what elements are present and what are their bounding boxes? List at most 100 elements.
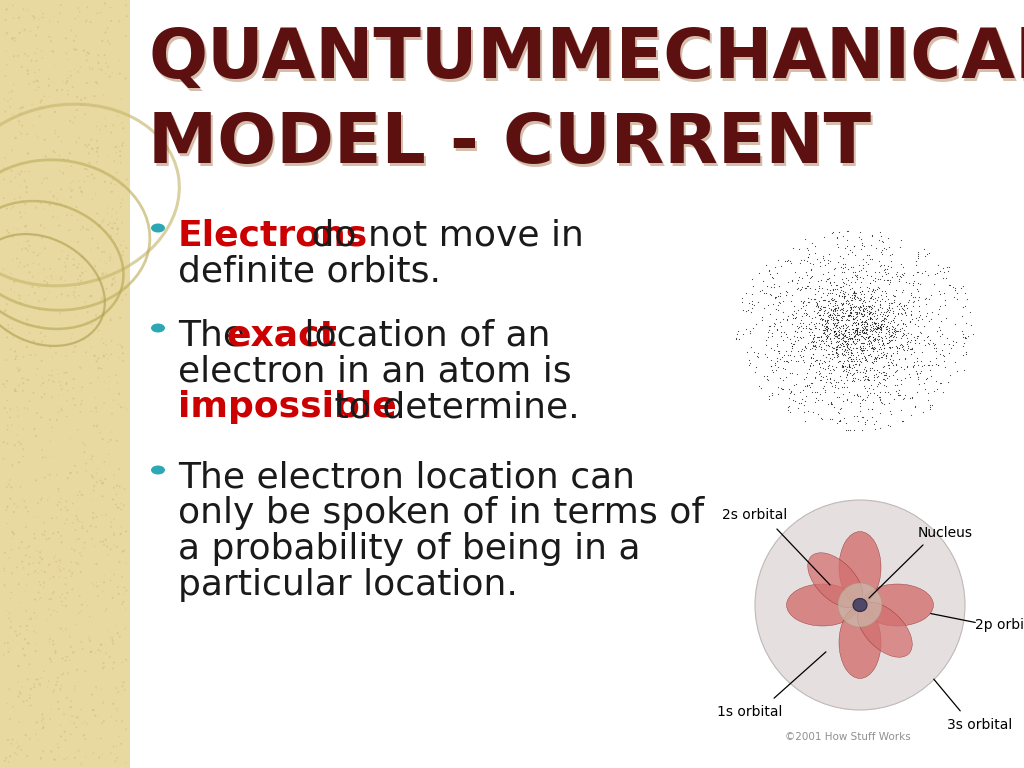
Point	[846, 410, 862, 422]
Point	[44, 75, 60, 88]
Point	[871, 321, 888, 333]
Point	[901, 371, 918, 383]
Point	[872, 301, 889, 313]
Point	[889, 325, 905, 337]
Point	[891, 270, 907, 283]
Point	[27, 565, 43, 578]
Point	[910, 311, 927, 323]
Point	[115, 194, 131, 206]
Point	[811, 313, 827, 325]
Point	[46, 10, 62, 22]
Point	[57, 200, 74, 213]
Point	[867, 323, 884, 335]
Point	[922, 364, 938, 376]
Point	[889, 300, 905, 313]
Point	[876, 366, 892, 378]
Point	[846, 329, 862, 342]
Point	[831, 250, 848, 262]
Point	[774, 362, 791, 374]
Point	[737, 305, 754, 317]
Point	[66, 372, 82, 385]
Point	[54, 383, 71, 396]
Point	[770, 290, 786, 302]
Point	[919, 248, 935, 260]
Point	[11, 126, 28, 138]
Point	[77, 252, 93, 264]
Point	[103, 210, 120, 222]
Point	[34, 492, 50, 504]
Point	[894, 268, 910, 280]
Point	[838, 331, 854, 343]
Point	[831, 304, 848, 316]
Point	[775, 326, 792, 338]
Point	[833, 286, 849, 298]
Point	[839, 380, 855, 392]
Point	[852, 292, 868, 304]
Point	[899, 302, 915, 314]
Point	[84, 533, 100, 545]
Point	[856, 336, 872, 349]
Point	[856, 240, 872, 253]
Point	[866, 266, 883, 278]
Point	[878, 286, 894, 299]
Point	[759, 351, 775, 363]
Point	[26, 13, 42, 25]
Point	[870, 349, 887, 362]
Point	[919, 372, 935, 384]
Point	[837, 325, 853, 337]
Point	[4, 230, 20, 243]
Point	[803, 376, 819, 389]
Point	[928, 345, 944, 357]
Point	[856, 323, 872, 335]
Point	[855, 288, 871, 300]
Point	[18, 624, 35, 637]
Point	[881, 370, 897, 382]
Point	[819, 273, 836, 285]
Point	[36, 577, 52, 589]
Point	[840, 352, 856, 364]
Point	[794, 319, 810, 332]
Point	[911, 367, 928, 379]
Point	[62, 177, 79, 189]
Point	[827, 280, 844, 292]
Point	[859, 323, 876, 335]
Point	[739, 304, 756, 316]
Point	[113, 401, 129, 413]
Point	[867, 323, 884, 335]
Point	[822, 373, 839, 386]
Point	[51, 485, 68, 498]
Point	[96, 112, 113, 124]
Point	[85, 485, 101, 497]
Point	[876, 346, 892, 358]
Point	[3, 203, 19, 215]
Point	[36, 173, 52, 185]
Point	[16, 402, 33, 414]
Point	[909, 332, 926, 344]
Point	[58, 47, 75, 59]
Point	[34, 564, 50, 577]
Point	[96, 0, 113, 10]
Point	[118, 72, 134, 84]
Point	[2, 475, 18, 487]
Point	[812, 309, 828, 321]
Point	[827, 347, 844, 359]
Point	[18, 604, 35, 617]
Point	[829, 304, 846, 316]
Point	[798, 282, 814, 294]
Point	[913, 346, 930, 358]
Point	[796, 344, 812, 356]
Point	[95, 337, 112, 349]
Point	[876, 372, 892, 385]
Point	[790, 322, 806, 334]
Text: particular location.: particular location.	[178, 568, 518, 602]
Point	[10, 237, 27, 250]
Point	[61, 564, 78, 577]
Point	[835, 387, 851, 399]
Point	[82, 646, 98, 658]
Point	[837, 286, 853, 298]
Point	[827, 341, 844, 353]
Point	[61, 631, 78, 643]
Point	[75, 730, 91, 742]
Point	[888, 365, 904, 377]
Point	[67, 684, 83, 696]
